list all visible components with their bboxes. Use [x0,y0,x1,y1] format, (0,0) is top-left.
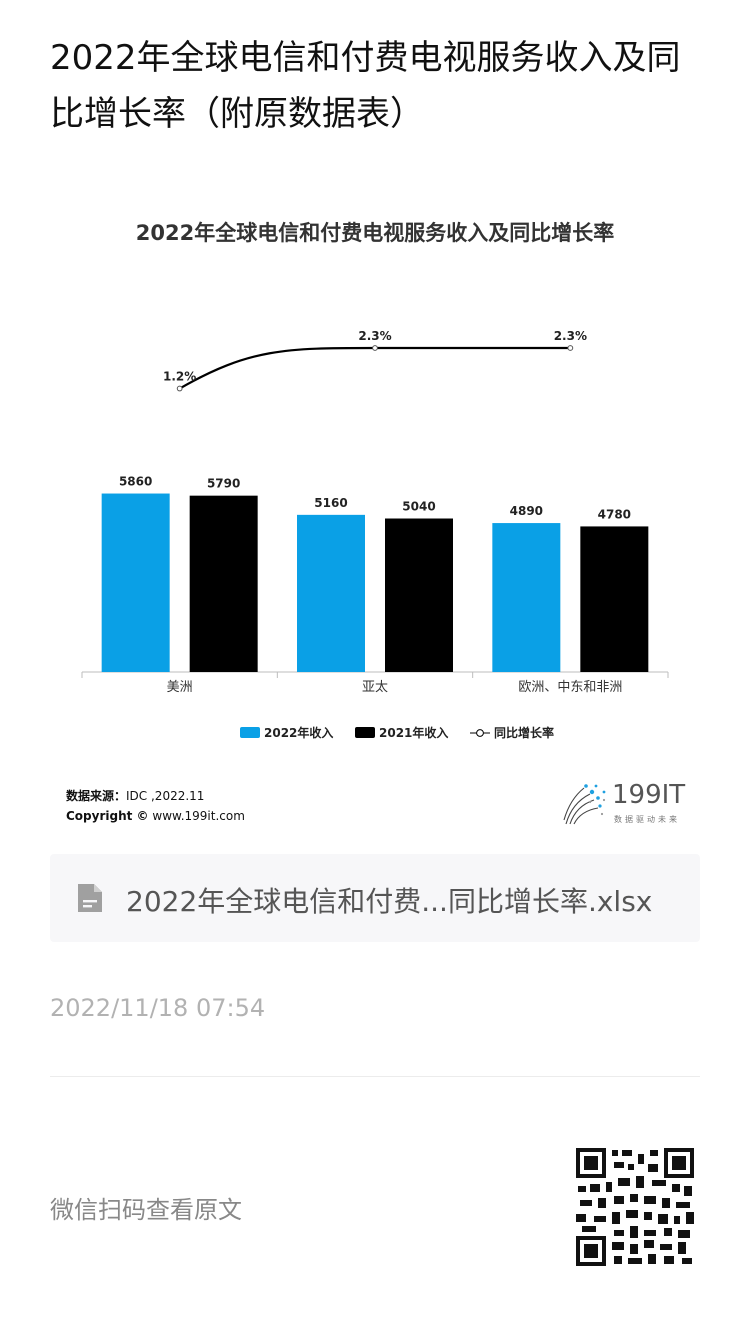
bar-value-label: 5860 [119,475,152,489]
bar-value-label: 4890 [510,504,543,518]
brand-logo: 199IT 数据驱动未来 [560,778,700,830]
legend-swatch [240,727,260,738]
bar [385,518,453,672]
category-label: 亚太 [362,680,388,695]
source-block: 数据来源：IDC ,2022.11 Copyright © www.199it.… [66,786,245,826]
category-label: 美洲 [167,680,193,695]
source-label: 数据来源： [66,789,127,803]
bar-value-label: 5160 [314,496,347,510]
legend-label: 2022年收入 [264,725,333,740]
growth-rate-label: 2.3% [554,329,587,343]
brand-name: 199IT [612,780,686,810]
publish-timestamp: 2022/11/18 07:54 [50,994,266,1022]
growth-rate-label: 1.2% [163,370,196,384]
growth-rate-point [567,345,574,351]
bar-value-label: 5040 [402,500,435,514]
qr-hint-text: 微信扫码查看原文 [50,1196,242,1224]
category-label: 欧洲、中东和非洲 [518,680,622,695]
growth-rate-line [179,346,571,390]
bar [580,526,649,672]
bar-value-label: 5790 [207,477,240,491]
source-value: IDC ,2022.11 [126,789,205,803]
qr-code-icon[interactable] [574,1146,696,1268]
bar [101,493,170,672]
chart-title: 2022年全球电信和付费电视服务收入及同比增长率 [136,221,614,245]
attachment-file-name[interactable]: 2022年全球电信和付费...同比增长率.xlsx [126,885,653,918]
growth-rate-point [176,385,183,392]
copyright-value: www.199it.com [152,809,245,823]
bar [492,523,561,672]
brand-slogan: 数据驱动未来 [614,815,680,824]
legend-label: 同比增长率 [494,725,554,740]
growth-rate-point [372,345,378,351]
chart-card: 2022年全球电信和付费电视服务收入及同比增长率 5860 5790 美洲 5160 5… [50,190,700,840]
growth-rate-label: 2.3% [358,329,391,343]
copyright-label: Copyright © [66,809,149,823]
page-title: 2022年全球电信和付费电视服务收入及同比增长率（附原数据表） [50,38,681,134]
brand-mark-icon [563,784,606,825]
legend-swatch [355,727,375,738]
legend-label: 2021年收入 [379,725,448,740]
chart: 2022年全球电信和付费电视服务收入及同比增长率 5860 5790 美洲 5160 5… [81,221,669,740]
divider [50,1076,700,1077]
bar [297,514,365,672]
attachment-card[interactable]: 2022年全球电信和付费...同比增长率.xlsx [50,854,700,942]
bar [189,495,258,672]
file-icon [78,884,102,912]
bar-value-label: 4780 [598,507,631,521]
legend-marker [476,729,484,737]
